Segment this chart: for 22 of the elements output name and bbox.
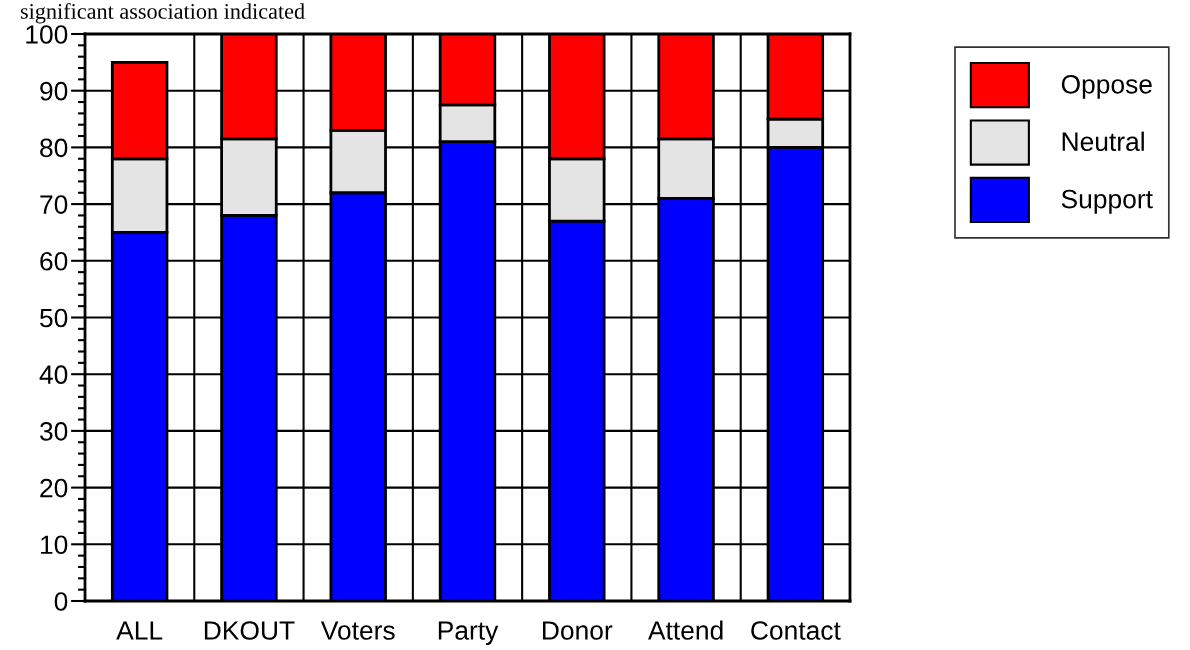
legend-label: Support: [1061, 189, 1153, 214]
y-tick-label: 60: [40, 251, 68, 271]
x-tick-label: Attend: [647, 620, 723, 640]
x-tick-label: Voters: [320, 621, 395, 640]
x-tick-label: Party: [438, 621, 499, 646]
y-tick-label: 90: [40, 81, 68, 101]
y-tick-label: 50: [40, 308, 68, 328]
x-tick-label: Contact: [751, 621, 841, 640]
y-tick-label: 70: [40, 195, 68, 214]
y-tick-label: 30: [39, 422, 68, 441]
chart-title: significant association indicated: [20, 3, 305, 24]
legend-label: Oppose: [1061, 74, 1152, 99]
x-tick-label: DKOUT: [204, 621, 295, 640]
y-tick-label: 0: [54, 592, 68, 611]
y-tick-label: 20: [40, 478, 68, 498]
y-tick-label: 40: [39, 365, 68, 385]
y-tick-label: 80: [40, 138, 68, 158]
x-tick-label: Donor: [543, 621, 613, 640]
x-tick-label: ALL: [116, 621, 163, 640]
legend-label: Neutral: [1062, 131, 1144, 152]
y-tick-label: 100: [26, 25, 68, 44]
y-tick-label: 10: [41, 535, 68, 555]
